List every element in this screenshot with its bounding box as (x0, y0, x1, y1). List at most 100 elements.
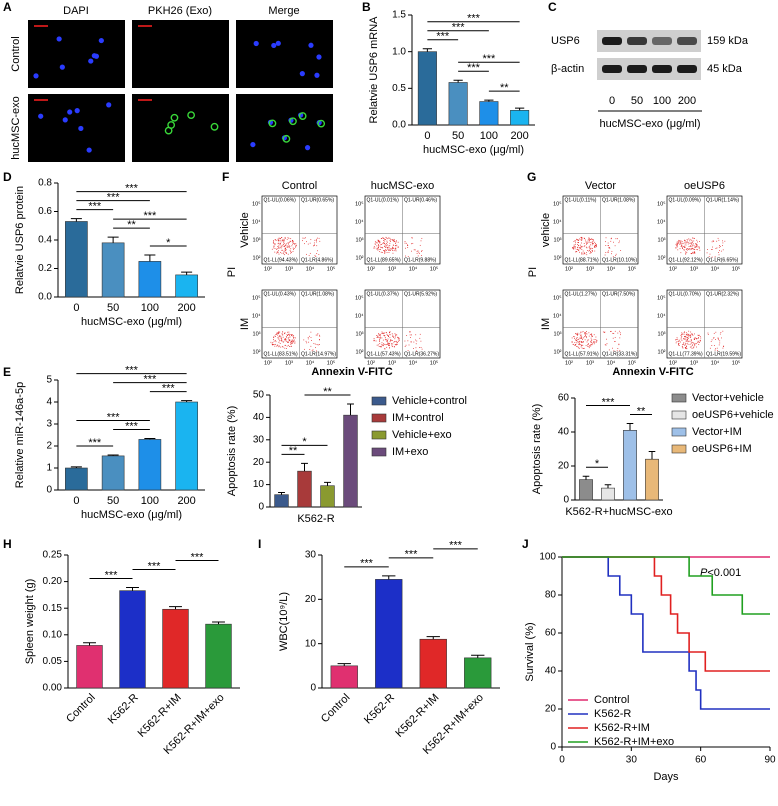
event (686, 340, 688, 342)
event (685, 342, 686, 344)
event (397, 247, 399, 248)
event (707, 334, 709, 335)
legend-label: Vehicle+exo (392, 429, 452, 441)
event (592, 243, 594, 245)
quadrant-label: Q1-UR(0.65%) (301, 197, 334, 203)
event (380, 238, 382, 239)
event (378, 249, 380, 250)
event (419, 333, 421, 335)
event (374, 247, 376, 249)
significance-label: *** (143, 210, 157, 222)
event (685, 251, 687, 253)
significance-label: *** (467, 62, 481, 74)
event (396, 240, 397, 242)
event (605, 344, 607, 346)
event (577, 244, 578, 245)
event (407, 350, 409, 351)
event (287, 237, 289, 239)
event (384, 252, 386, 253)
event (684, 344, 685, 346)
event (607, 251, 609, 253)
event (685, 348, 686, 349)
event (415, 347, 417, 349)
event (574, 336, 576, 338)
event (307, 338, 309, 340)
event (583, 237, 585, 239)
x-tick-label: 0 (73, 495, 79, 507)
event (281, 249, 283, 251)
event (292, 335, 294, 337)
flow-column-header: oeUSP6 (684, 180, 725, 192)
event (695, 247, 697, 248)
legend-label: Control (594, 694, 629, 706)
event (395, 341, 397, 342)
event (289, 343, 291, 345)
event (284, 254, 286, 256)
flow-y-tick: 10⁵ (355, 200, 363, 207)
event (295, 246, 297, 248)
event (688, 336, 690, 338)
flow-y-tick: 10⁴ (355, 218, 364, 225)
bar (417, 51, 437, 126)
event (596, 339, 598, 341)
event (579, 338, 581, 339)
event (675, 342, 677, 344)
event (577, 342, 579, 344)
error-bar (278, 491, 285, 495)
event (273, 241, 275, 243)
event (580, 346, 582, 348)
event (389, 241, 391, 242)
event (720, 250, 722, 252)
event (280, 247, 282, 249)
nucleus (56, 36, 62, 42)
event (283, 238, 285, 240)
y-tick-label: 3 (46, 419, 52, 430)
event (692, 334, 694, 336)
event (307, 243, 309, 245)
event (283, 251, 285, 253)
event (287, 246, 289, 248)
event (717, 350, 718, 352)
event (288, 337, 290, 339)
panel-label: I (258, 537, 261, 551)
event (683, 338, 685, 340)
event (592, 239, 594, 241)
event (379, 241, 381, 243)
quadrant-label: Q1-LL(83.51%) (264, 351, 299, 357)
event (677, 242, 679, 244)
event (693, 346, 695, 348)
x-tick-label: K562-R+IM (393, 692, 441, 740)
event (709, 347, 711, 349)
y-axis-label: WBC(10⁹/L) (278, 592, 290, 651)
event (576, 337, 578, 338)
quadrant-label: Q1-LL(92.12%) (669, 257, 704, 263)
event (286, 252, 287, 254)
annotation: P<0.001 (700, 567, 741, 579)
error-bar (604, 484, 612, 489)
event (578, 344, 580, 346)
event (584, 253, 585, 254)
event (719, 342, 721, 344)
event (677, 338, 679, 340)
event (417, 255, 419, 257)
event (591, 335, 592, 337)
event (684, 336, 686, 337)
event (392, 334, 394, 336)
band (652, 65, 672, 73)
event (273, 337, 275, 339)
event (611, 250, 613, 252)
event (393, 239, 395, 241)
event (319, 240, 321, 242)
event (384, 332, 385, 334)
event (714, 256, 716, 258)
event (710, 341, 712, 343)
event (577, 246, 579, 248)
row-label: Control (10, 36, 22, 71)
event (294, 342, 296, 344)
event (389, 337, 391, 339)
event (378, 335, 380, 336)
event (722, 249, 724, 251)
error-bar (126, 586, 139, 591)
event (688, 245, 690, 247)
event (293, 341, 295, 343)
